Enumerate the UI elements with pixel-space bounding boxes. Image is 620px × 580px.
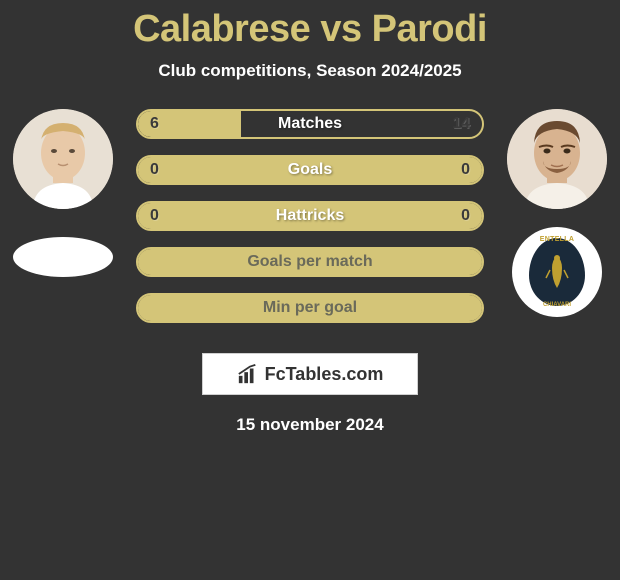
title-player2: Parodi bbox=[372, 8, 487, 50]
stat-bar-hattricks: 0 Hattricks 0 bbox=[136, 201, 484, 231]
stat-value-left: 6 bbox=[150, 115, 159, 133]
stat-value-right: 14 bbox=[452, 115, 470, 133]
stats-column: 6 Matches 14 0 Goals 0 0 Hattricks 0 Goals per ma… bbox=[118, 109, 502, 339]
crest-top-text: ENTELLA bbox=[540, 236, 574, 243]
title-vs: vs bbox=[320, 8, 361, 50]
stat-value-left: 0 bbox=[150, 161, 159, 179]
stat-bar-goals-per-match: Goals per match bbox=[136, 247, 484, 277]
stat-label: Matches bbox=[278, 115, 342, 133]
stat-label: Goals per match bbox=[247, 253, 372, 271]
stat-bar-min-per-goal: Min per goal bbox=[136, 293, 484, 323]
stat-label: Goals bbox=[288, 161, 332, 179]
entella-crest: ENTELLA CHIAVARI bbox=[529, 238, 585, 306]
crest-bottom-text: CHIAVARI bbox=[543, 302, 571, 308]
comparison-card: Calabrese vs Parodi Club competitions, S… bbox=[0, 0, 620, 435]
player1-avatar bbox=[13, 109, 113, 209]
player-right-column: ENTELLA CHIAVARI bbox=[502, 109, 612, 317]
stat-bar-matches: 6 Matches 14 bbox=[136, 109, 484, 139]
stat-value-right: 0 bbox=[461, 161, 470, 179]
branding-box[interactable]: FcTables.com bbox=[202, 353, 418, 395]
player2-club-badge: ENTELLA CHIAVARI bbox=[512, 227, 602, 317]
stat-bar-goals: 0 Goals 0 bbox=[136, 155, 484, 185]
title-player1: Calabrese bbox=[133, 8, 310, 50]
stat-label: Min per goal bbox=[263, 299, 357, 317]
stat-value-right: 0 bbox=[461, 207, 470, 225]
main-row: 6 Matches 14 0 Goals 0 0 Hattricks 0 Goals per ma… bbox=[0, 109, 620, 339]
player1-club-badge bbox=[13, 237, 113, 277]
player2-avatar bbox=[507, 109, 607, 209]
player-left-column bbox=[8, 109, 118, 277]
date-text: 15 november 2024 bbox=[0, 415, 620, 435]
subtitle: Club competitions, Season 2024/2025 bbox=[0, 61, 620, 81]
branding-text: FcTables.com bbox=[265, 364, 384, 385]
page-title: Calabrese vs Parodi bbox=[0, 0, 620, 51]
stat-label: Hattricks bbox=[276, 207, 344, 225]
stat-value-left: 0 bbox=[150, 207, 159, 225]
chart-icon bbox=[237, 363, 259, 385]
